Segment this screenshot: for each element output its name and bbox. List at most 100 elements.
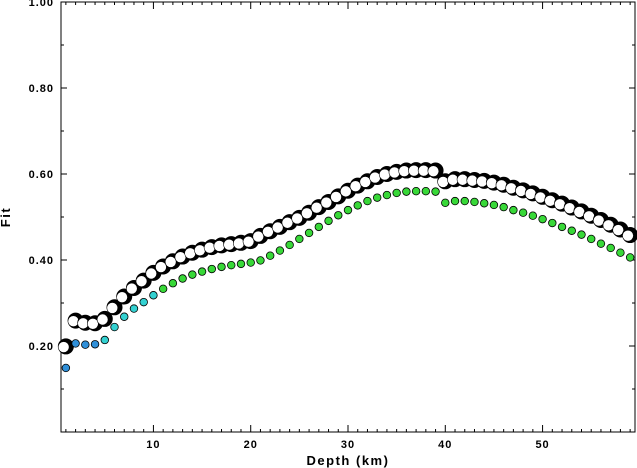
- dot-point: [392, 188, 401, 198]
- x-tick-label: 40: [438, 439, 452, 451]
- outer-marker-light: [457, 174, 468, 185]
- y-axis-title: Fit: [0, 207, 13, 227]
- dot-point: [197, 267, 207, 276]
- outer-marker-light: [311, 202, 322, 213]
- outer-marker-light: [77, 318, 89, 329]
- outer-marker-light: [574, 206, 585, 218]
- dot-point: [256, 256, 265, 265]
- outer-marker-light: [525, 188, 536, 200]
- dot-point: [343, 205, 353, 215]
- plot-frame: [60, 1, 636, 433]
- dot-point: [304, 228, 314, 238]
- outer-marker-light: [350, 181, 361, 192]
- outer-marker-light: [301, 208, 313, 219]
- outer-marker-point: [57, 338, 74, 355]
- outer-marker-light: [437, 176, 449, 188]
- outer-marker-light: [369, 172, 381, 183]
- outer-marker-light: [87, 318, 99, 330]
- dot-point: [188, 270, 197, 279]
- outer-marker-light: [58, 341, 69, 353]
- outer-marker-light: [476, 176, 488, 187]
- x-tick-label: 50: [535, 439, 549, 451]
- dot-point: [100, 335, 109, 345]
- outer-marker-point: [125, 279, 142, 296]
- dot-point: [625, 253, 635, 262]
- dot-point: [382, 190, 392, 200]
- dot-point: [577, 230, 586, 239]
- outer-marker-light: [68, 316, 79, 327]
- dot-point: [324, 216, 333, 226]
- outer-marker-light: [204, 242, 215, 253]
- outer-marker-light: [583, 211, 595, 222]
- dot-point: [567, 226, 576, 235]
- dot-point: [90, 340, 100, 349]
- dot-point: [499, 202, 508, 212]
- dot-point: [480, 199, 489, 208]
- outer-marker-light: [564, 202, 575, 214]
- dot-point: [470, 197, 479, 207]
- outer-marker-light: [165, 256, 176, 268]
- dot-point: [538, 214, 547, 224]
- outer-marker-light: [184, 248, 196, 259]
- dot-point: [265, 251, 275, 260]
- dot-series: [61, 186, 635, 373]
- dot-point: [518, 208, 528, 217]
- x-axis: 10 20 30 40 50: [65, 2, 631, 451]
- y-tick-label: 0.60: [29, 169, 54, 181]
- outer-marker-light: [136, 276, 147, 287]
- outer-marker-light: [262, 226, 274, 237]
- outer-marker-light: [467, 175, 478, 186]
- dot-point: [441, 198, 450, 208]
- outer-marker-light: [282, 217, 293, 228]
- dot-point: [236, 259, 246, 269]
- x-axis-title: Depth (km): [307, 453, 390, 468]
- outer-marker-light: [496, 180, 507, 191]
- dot-point: [275, 246, 285, 255]
- outer-marker-light: [398, 165, 410, 177]
- dot-point: [509, 205, 518, 215]
- dot-point: [71, 339, 80, 348]
- outer-marker-light: [515, 185, 527, 197]
- outer-marker-light: [155, 261, 167, 273]
- dot-point: [207, 264, 216, 274]
- outer-marker-light: [214, 240, 225, 252]
- outer-marker-point: [427, 162, 444, 179]
- dot-point: [168, 279, 178, 288]
- x-tick-label: 20: [244, 439, 258, 451]
- dot-point: [217, 262, 226, 272]
- dot-point: [314, 222, 324, 232]
- outer-marker-light: [233, 238, 244, 249]
- dot-point: [450, 196, 460, 206]
- dot-point: [81, 340, 90, 349]
- outer-marker-light: [97, 314, 108, 325]
- outer-marker-light: [389, 167, 400, 178]
- outer-marker-light: [379, 169, 390, 180]
- dot-point: [285, 240, 294, 250]
- y-tick-label: 0.20: [29, 341, 54, 353]
- dot-point: [372, 193, 382, 202]
- dot-point: [421, 186, 431, 196]
- dot-point: [334, 211, 343, 220]
- outer-marker-light: [603, 220, 614, 231]
- outer-marker-light: [447, 174, 459, 185]
- outer-marker-light: [554, 199, 566, 210]
- outer-marker-light: [253, 231, 264, 242]
- dot-point: [528, 211, 538, 220]
- dot-point: [110, 322, 119, 332]
- dot-point: [431, 187, 440, 196]
- dot-point: [139, 297, 148, 307]
- outer-marker-point: [96, 310, 113, 327]
- outer-marker-light: [223, 239, 235, 250]
- outer-marker-light: [146, 268, 157, 279]
- dot-point: [557, 222, 567, 232]
- dot-point: [460, 196, 469, 206]
- outer-marker-point: [135, 272, 152, 289]
- outer-marker-light: [360, 176, 371, 188]
- outer-marker-light: [291, 213, 303, 224]
- dot-point: [61, 363, 71, 373]
- dot-point: [158, 284, 168, 294]
- dot-point: [353, 201, 362, 210]
- dot-point: [402, 187, 411, 196]
- y-axis: 0.20 0.40 0.60 0.80 1.00: [29, 0, 635, 390]
